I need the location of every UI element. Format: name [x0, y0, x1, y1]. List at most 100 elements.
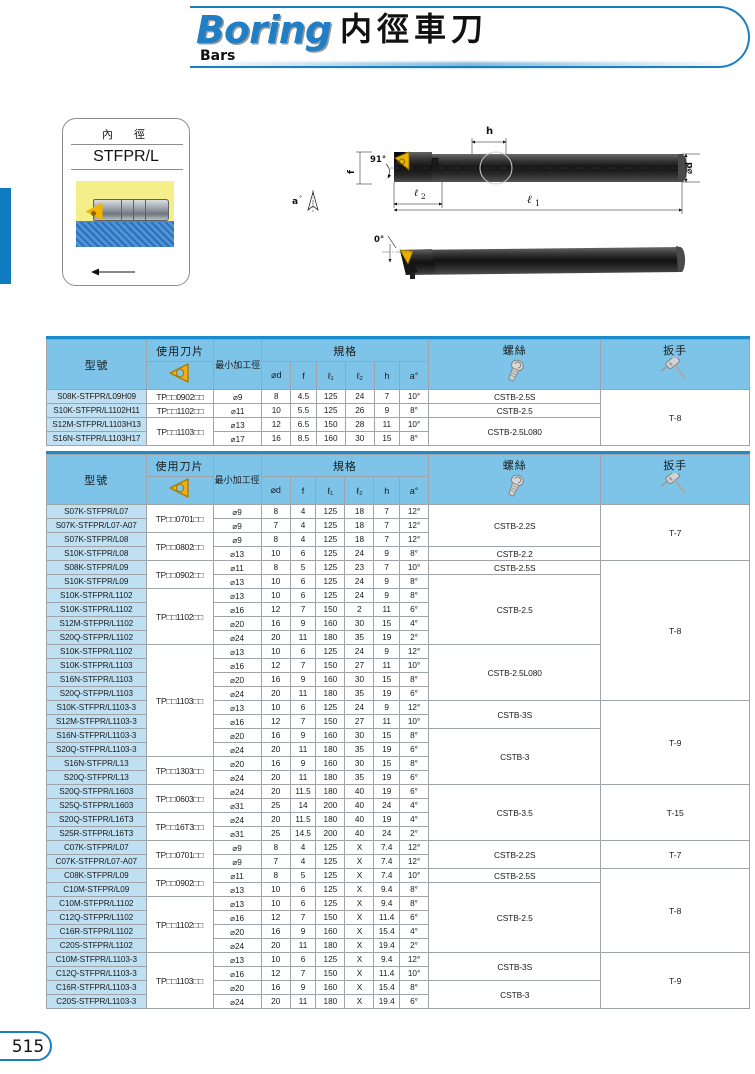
table-row: C10M-STFPR/L1103-3 TP□□1103□□ ⌀13 10 6 125 X 9.…: [46, 952, 750, 1009]
cell-min-bore: ⌀11: [212, 868, 262, 883]
cell-f1: 16: [260, 756, 291, 771]
table-row: S20Q-STFPR/L1103-3 ⌀24 20 11 180 35 19 6°: [46, 742, 750, 757]
cell-l1: 125: [315, 574, 346, 589]
cell-l2: X: [344, 980, 375, 995]
cell-model: S08K-STFPR/L09H09: [45, 389, 148, 404]
cell-l1: 160: [315, 672, 346, 687]
cell-model: C08K-STFPR/L09: [46, 868, 147, 883]
cell-f1: 20: [260, 742, 291, 757]
cell-h: 19.4: [373, 994, 400, 1009]
cell-f2: 7: [289, 910, 317, 925]
cell-min-bore: ⌀13: [212, 644, 262, 659]
page-title-chinese: 内徑車刀: [340, 10, 489, 48]
table-row: C07K-STFPR/L07-A07 ⌀9 7 4 125 X 7.4 12°: [46, 854, 750, 869]
cell-model: S20Q-STFPR/L1102: [46, 630, 147, 645]
cell-f2: 9: [289, 756, 317, 771]
table-row: S08K-STFPR/L09 TP□□0902□□ ⌀11 8 5 125 23 7 10° CS…: [46, 560, 750, 701]
col-header-wrench: 扳手: [600, 454, 750, 505]
cell-a: 8°: [398, 728, 430, 743]
col-header-model: 型號: [45, 339, 148, 390]
cell-l1: 180: [315, 770, 346, 785]
col-header-insert-icon: [145, 476, 214, 505]
cell-min-bore: ⌀31: [212, 826, 262, 841]
cell-a: 4°: [398, 812, 430, 827]
bar-detail-line: [121, 200, 122, 220]
svg-text:a: a: [292, 197, 298, 207]
cell-l1: 125: [315, 896, 346, 911]
cell-min-bore: ⌀31: [212, 798, 262, 813]
cell-h: 19: [373, 812, 400, 827]
cell-f1: 8: [260, 840, 291, 855]
cell-min-bore: ⌀13: [212, 896, 262, 911]
cell-screw: CSTB-2.5S: [428, 560, 602, 575]
col-header-insert-icon: [146, 361, 215, 390]
cell-a: 8°: [398, 574, 430, 589]
cell-l2: 40: [344, 812, 375, 827]
cell-f2: 11: [289, 686, 317, 701]
cell-model: S16N-STFPR/L1103: [46, 672, 147, 687]
cell-h: 9.4: [373, 952, 400, 967]
cell-a: 2°: [398, 826, 430, 841]
cell-f2: 6: [289, 952, 317, 967]
cell-a: 12°: [398, 952, 430, 967]
col-header-min-bore: 最小加工徑: [212, 454, 262, 505]
cell-min-bore: ⌀9: [212, 840, 262, 855]
cell-l2: 30: [344, 756, 375, 771]
cell-h: 7: [373, 560, 400, 575]
cell-min-bore: ⌀16: [212, 658, 262, 673]
cell-min-bore: ⌀20: [212, 980, 262, 995]
cell-min-bore: ⌀16: [212, 910, 262, 925]
cell-f2: 6: [289, 896, 317, 911]
cell-l1: 125: [315, 532, 346, 547]
cell-insert-code: TP□□0902□□: [145, 560, 214, 589]
table-row: C20S-STFPR/L1103-3 ⌀24 20 11 180 X 19.4 6°: [46, 994, 750, 1009]
divider: [71, 144, 183, 145]
cell-min-bore: ⌀20: [212, 728, 262, 743]
cell-h: 15: [373, 616, 400, 631]
cell-f1: 10: [260, 952, 291, 967]
cell-l2: X: [344, 952, 375, 967]
cell-f1: 12: [260, 658, 291, 673]
cell-wrench: T-7: [600, 840, 750, 869]
table-row: C10M-STFPR/L1102 TP□□1102□□ ⌀13 10 6 125 X 9.4 8…: [46, 896, 750, 953]
cell-model: C20S-STFPR/L1103-3: [46, 994, 147, 1009]
cell-l2: 27: [344, 658, 375, 673]
cell-screw: CSTB-2.2S: [428, 504, 602, 547]
page-number-pill: [0, 1031, 52, 1061]
cell-a: 8°: [398, 756, 430, 771]
cell-f2: 4: [289, 504, 317, 519]
cell-min-bore: ⌀11: [213, 403, 263, 418]
cell-min-bore: ⌀9: [212, 532, 262, 547]
cell-a: 10°: [398, 560, 430, 575]
cell-model: S10K-STFPR/L09: [46, 574, 147, 589]
cell-model: S20Q-STFPR/L1103: [46, 686, 147, 701]
cell-a: 8°: [398, 403, 430, 418]
cell-f1: 10: [260, 882, 291, 897]
cell-insert-code: TP□□0701□□: [145, 504, 214, 533]
cell-a: 6°: [398, 770, 430, 785]
cell-screw: CSTB-3S: [428, 700, 602, 729]
cell-l2: X: [344, 938, 375, 953]
cell-f2: 9: [289, 980, 317, 995]
wrench-icon: [660, 355, 690, 387]
table-row: S10K-STFPR/L1103 ⌀16 12 7 150 27 11 10°: [46, 658, 750, 673]
cell-l2: 26: [344, 403, 375, 418]
product-card-title: 內 徑: [102, 128, 150, 141]
cell-model: S25R-STFPR/L16T3: [46, 826, 147, 841]
cell-screw: CSTB-3.5: [428, 784, 602, 841]
cell-a: 10°: [398, 966, 430, 981]
cell-f1: 25: [260, 826, 291, 841]
cell-model: C16R-STFPR/L1103-3: [46, 980, 147, 995]
cell-a: 8°: [398, 672, 430, 687]
cell-l1: 200: [315, 798, 346, 813]
cell-l1: 160: [315, 616, 346, 631]
cell-f1: 16: [260, 924, 291, 939]
cell-f1: 20: [260, 784, 291, 799]
cell-f2: 14.5: [289, 826, 317, 841]
cell-l1: 150: [315, 658, 346, 673]
cell-f2: 6: [289, 588, 317, 603]
cell-l2: 18: [344, 518, 375, 533]
cell-f2: 6: [289, 546, 317, 561]
cell-l2: 35: [344, 770, 375, 785]
cell-f2: 11: [289, 938, 317, 953]
